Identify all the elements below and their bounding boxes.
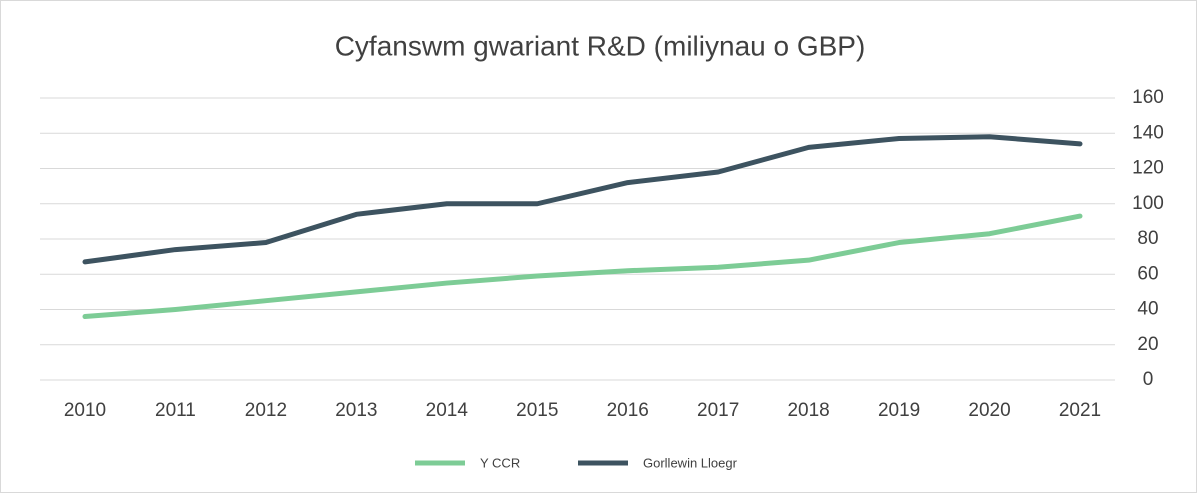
x-tick-label: 2011 [155,400,196,421]
x-tick-label: 2012 [245,400,287,421]
x-tick-label: 2019 [878,400,920,421]
x-tick-label: 2021 [1059,400,1101,421]
y-tick-label: 140 [1132,122,1164,143]
x-tick-label: 2010 [64,400,106,421]
x-tick-label: 2018 [787,400,829,421]
series-line [82,213,1083,320]
x-tick-label: 2015 [516,400,558,421]
y-tick-label: 80 [1137,228,1158,249]
x-tick-label: 2017 [697,400,739,421]
series-line [82,134,1083,265]
y-tick-label: 100 [1132,193,1164,214]
y-tick-label: 160 [1132,87,1164,108]
y-tick-label: 40 [1137,299,1158,320]
legend-label: Gorllewin Lloegr [643,455,738,470]
x-tick-label: 2013 [335,400,377,421]
x-tick-label: 2020 [968,400,1010,421]
x-tick-label: 2014 [426,400,469,421]
y-tick-label: 120 [1132,158,1164,179]
x-tick-label: 2016 [607,400,649,421]
legend-label: Y CCR [480,455,520,470]
y-tick-label: 20 [1137,334,1158,355]
y-tick-label: 60 [1137,263,1158,284]
chart-title: Cyfanswm gwariant R&D (miliynau o GBP) [335,30,866,61]
y-tick-label: 0 [1143,369,1154,390]
